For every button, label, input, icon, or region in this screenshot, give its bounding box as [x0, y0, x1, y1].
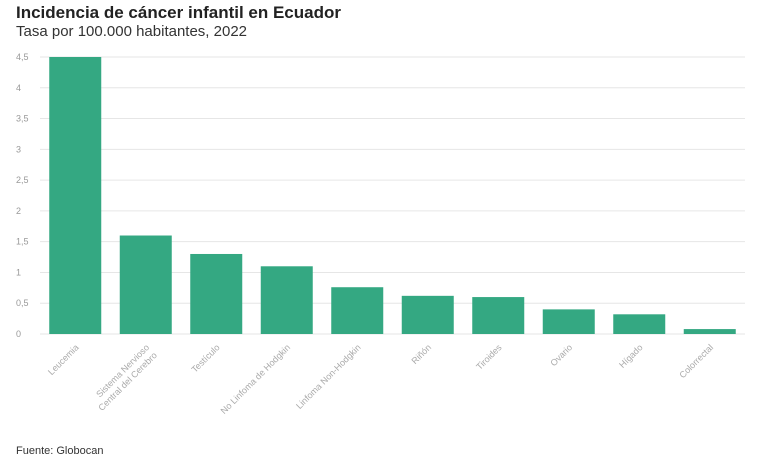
- x-tick-label: Colorrectal: [677, 342, 715, 380]
- bar[interactable]: [613, 314, 666, 334]
- y-tick-label: 2,5: [16, 175, 29, 185]
- y-tick-label: 3,5: [16, 114, 29, 124]
- bar[interactable]: [542, 309, 595, 334]
- x-axis-labels: Leucemia Sistema NerviosoCentral del Cere…: [46, 342, 715, 416]
- x-tick-label: Ovario: [548, 342, 574, 368]
- x-tick-label: Hígado: [617, 342, 645, 370]
- bar[interactable]: [260, 266, 313, 334]
- y-tick-label: 4: [16, 83, 21, 93]
- y-tick-label: 1: [16, 267, 21, 277]
- chart-title: Incidencia de cáncer infantil en Ecuador: [16, 3, 341, 22]
- x-tick-label: Riñón: [409, 342, 433, 366]
- bar-chart: 0 0,5 1 1,5 2 2,5 3 3,5 4 4,5 Leucemia Sistema Ner…: [16, 52, 745, 416]
- bar[interactable]: [331, 287, 384, 334]
- bar[interactable]: [401, 295, 454, 334]
- y-tick-label: 1,5: [16, 237, 29, 247]
- y-tick-label: 0: [16, 329, 21, 339]
- y-tick-label: 3: [16, 144, 21, 154]
- y-tick-label: 0,5: [16, 298, 29, 308]
- x-tick-label: Leucemia: [46, 342, 81, 377]
- bar[interactable]: [49, 57, 102, 334]
- bar[interactable]: [190, 253, 243, 334]
- y-axis-ticks: 0 0,5 1 1,5 2 2,5 3 3,5 4 4,5: [16, 52, 29, 339]
- y-tick-label: 4,5: [16, 52, 29, 62]
- bar[interactable]: [119, 235, 172, 334]
- x-tick-label: Sistema NerviosoCentral del Cerebro: [89, 342, 159, 412]
- x-tick-label: Tiroides: [474, 342, 504, 372]
- y-tick-label: 2: [16, 206, 21, 216]
- bar[interactable]: [472, 297, 525, 334]
- bars: [49, 57, 736, 334]
- x-tick-label: No Linfoma de Hodgkin: [219, 342, 293, 416]
- chart-subtitle: Tasa por 100.000 habitantes, 2022: [16, 23, 248, 40]
- x-tick-label: Linfoma Non-Hodgkin: [294, 342, 363, 411]
- source-note: Fuente: Globocan: [16, 445, 104, 457]
- x-tick-label: Testículo: [189, 342, 221, 374]
- bar[interactable]: [683, 329, 736, 334]
